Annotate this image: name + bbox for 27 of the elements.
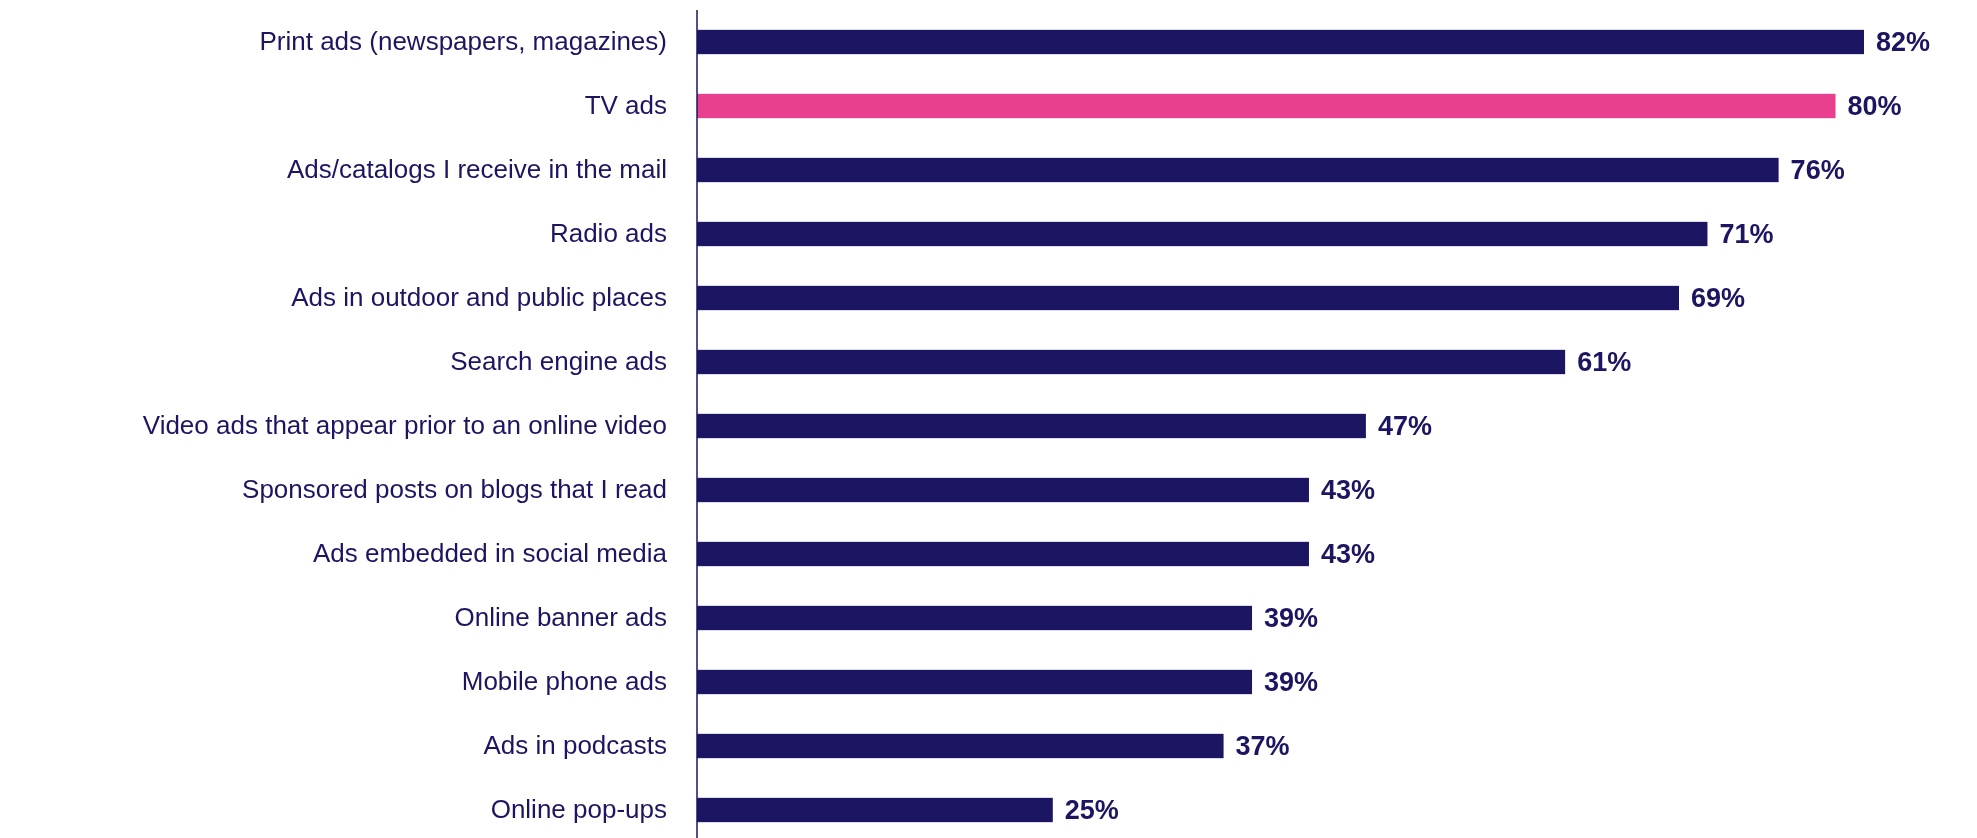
- data-label: 71%: [1719, 219, 1774, 249]
- data-label: 69%: [1690, 283, 1746, 313]
- data-label: 61%: [1577, 347, 1632, 377]
- y-tick-label: Ads in outdoor and public places: [291, 282, 667, 313]
- data-label: 82%: [1876, 27, 1931, 57]
- data-label: 43%: [1320, 475, 1376, 505]
- y-tick-label: Online pop-ups: [490, 794, 667, 825]
- data-label: 43%: [1320, 539, 1376, 569]
- y-tick-label: Ads/catalogs I receive in the mail: [286, 154, 667, 185]
- y-tick-label: Print ads (newspapers, magazines): [259, 26, 667, 57]
- y-tick-label: TV ads: [584, 90, 667, 121]
- y-tick-label: Radio ads: [549, 218, 667, 249]
- y-tick-label: Search engine ads: [450, 346, 667, 377]
- data-label: 39%: [1264, 603, 1319, 633]
- data-label: 47%: [1377, 411, 1432, 441]
- data-label: 80%: [1847, 91, 1902, 121]
- y-tick-label: Ads embedded in social media: [312, 538, 668, 569]
- y-tick-label: Sponsored posts on blogs that I read: [242, 474, 667, 505]
- data-label: 39%: [1264, 667, 1319, 697]
- y-tick-label: Mobile phone ads: [461, 666, 667, 697]
- data-label: 37%: [1235, 731, 1290, 761]
- data-label: 76%: [1790, 155, 1845, 185]
- y-tick-label: Ads in podcasts: [483, 730, 667, 761]
- y-tick-label: Online banner ads: [454, 602, 667, 633]
- y-tick-label: Video ads that appear prior to an online video: [142, 410, 667, 441]
- bar: [697, 93, 1836, 119]
- data-label: 25%: [1064, 795, 1119, 825]
